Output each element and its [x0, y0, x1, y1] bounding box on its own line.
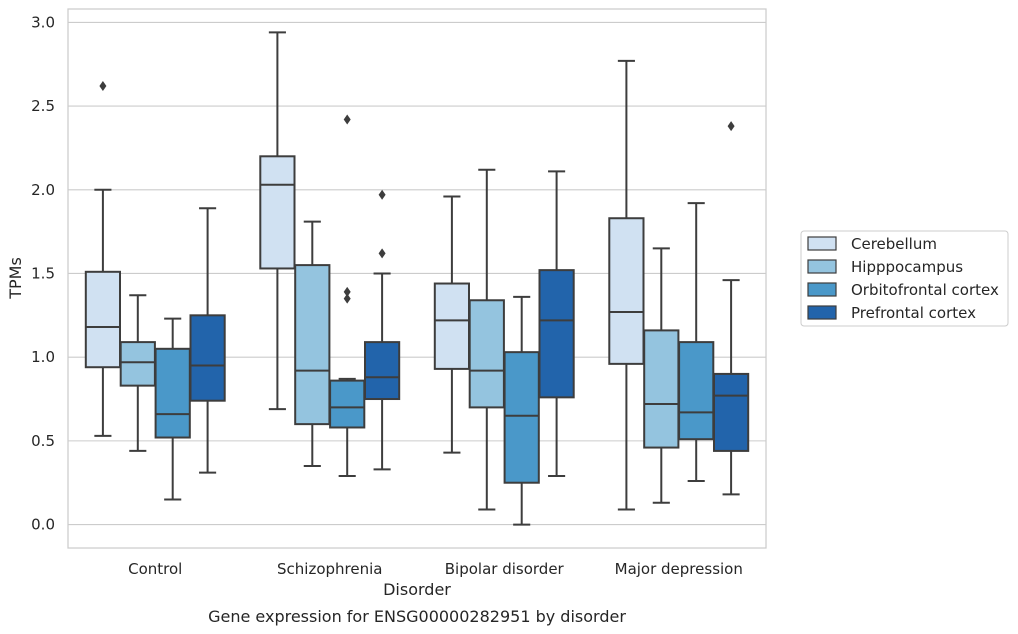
iqr-box [433, 282, 471, 370]
legend-label-hipppocampus: Hipppocampus [851, 258, 963, 276]
plot-background [68, 9, 766, 548]
box-orbitofrontal-cortex-control [154, 317, 191, 501]
box-series [84, 31, 750, 526]
y-tick-label: 2.0 [31, 181, 55, 199]
iqr-box [154, 347, 191, 439]
legend-frame [800, 230, 1009, 327]
outlier-point [343, 293, 351, 304]
iqr-box [712, 372, 750, 452]
outlier-point [343, 286, 351, 297]
box-hipppocampus-major-depression [643, 247, 680, 504]
legend-swatch-orbitofrontal-cortex [807, 282, 837, 297]
legend-label-cerebellum: Cerebellum [851, 235, 937, 253]
iqr-box [468, 299, 505, 409]
y-tick-label: 2.5 [31, 97, 55, 115]
y-axis-title: TPMs [6, 257, 25, 300]
box-prefrontal-cortex-bipolar-disorder [538, 170, 575, 478]
iqr-box [329, 379, 366, 429]
iqr-box [363, 341, 401, 401]
x-tick-label-control: Control [128, 560, 182, 578]
plot-frame [67, 8, 767, 549]
legend-swatch-cerebellum [807, 236, 837, 251]
box-cerebellum-major-depression [608, 59, 645, 511]
y-tick-label: 3.0 [31, 13, 55, 31]
iqr-box [608, 217, 645, 365]
iqr-box [84, 270, 122, 369]
outlier-point [343, 114, 351, 125]
iqr-box [259, 155, 296, 270]
x-tick-label-bipolar-disorder: Bipolar disorder [445, 560, 565, 578]
x-axis-title: Disorder [383, 580, 451, 599]
box-cerebellum-schizophrenia [259, 31, 296, 411]
chart-caption: Gene expression for ENSG00000282951 by d… [208, 607, 626, 626]
box-prefrontal-cortex-control [189, 207, 226, 474]
box-hipppocampus-control [119, 294, 156, 452]
iqr-box [678, 341, 715, 441]
box-prefrontal-cortex-major-depression [712, 121, 750, 496]
iqr-box [538, 269, 575, 399]
x-tick-label-schizophrenia: Schizophrenia [277, 560, 382, 578]
legend-label-prefrontal-cortex: Prefrontal cortex [851, 304, 976, 322]
legend-swatch-prefrontal-cortex [807, 305, 837, 320]
box-orbitofrontal-cortex-bipolar-disorder [503, 295, 540, 526]
box-cerebellum-control [84, 81, 122, 437]
outlier-point [378, 189, 386, 200]
x-tick-labels: Control Schizophrenia Bipolar disorder Majo… [128, 560, 743, 578]
iqr-box [503, 351, 540, 484]
iqr-box [643, 329, 680, 449]
box-hipppocampus-schizophrenia [294, 220, 331, 467]
iqr-box [294, 264, 331, 426]
iqr-box [119, 341, 156, 387]
box-hipppocampus-bipolar-disorder [468, 168, 505, 511]
y-tick-labels: 0.0 0.5 1.0 1.5 2.0 2.5 3.0 [31, 13, 55, 533]
x-tick-label-major-depression: Major depression [615, 560, 743, 578]
outlier-point [99, 81, 107, 91]
outlier-point [727, 121, 735, 132]
legend-swatch-hipppocampus [807, 259, 837, 274]
y-tick-label: 1.0 [31, 348, 55, 366]
y-tick-label: 1.5 [31, 264, 55, 282]
box-prefrontal-cortex-schizophrenia [363, 189, 401, 471]
outlier-point [378, 248, 386, 259]
legend: Cerebellum Hipppocampus Orbitofrontal cort… [800, 230, 1009, 327]
box-orbitofrontal-cortex-schizophrenia [329, 114, 366, 478]
y-tick-label: 0.0 [31, 516, 55, 534]
y-tick-label: 0.5 [31, 432, 55, 450]
legend-label-orbitofrontal-cortex: Orbitofrontal cortex [851, 281, 999, 299]
iqr-box [189, 314, 226, 402]
